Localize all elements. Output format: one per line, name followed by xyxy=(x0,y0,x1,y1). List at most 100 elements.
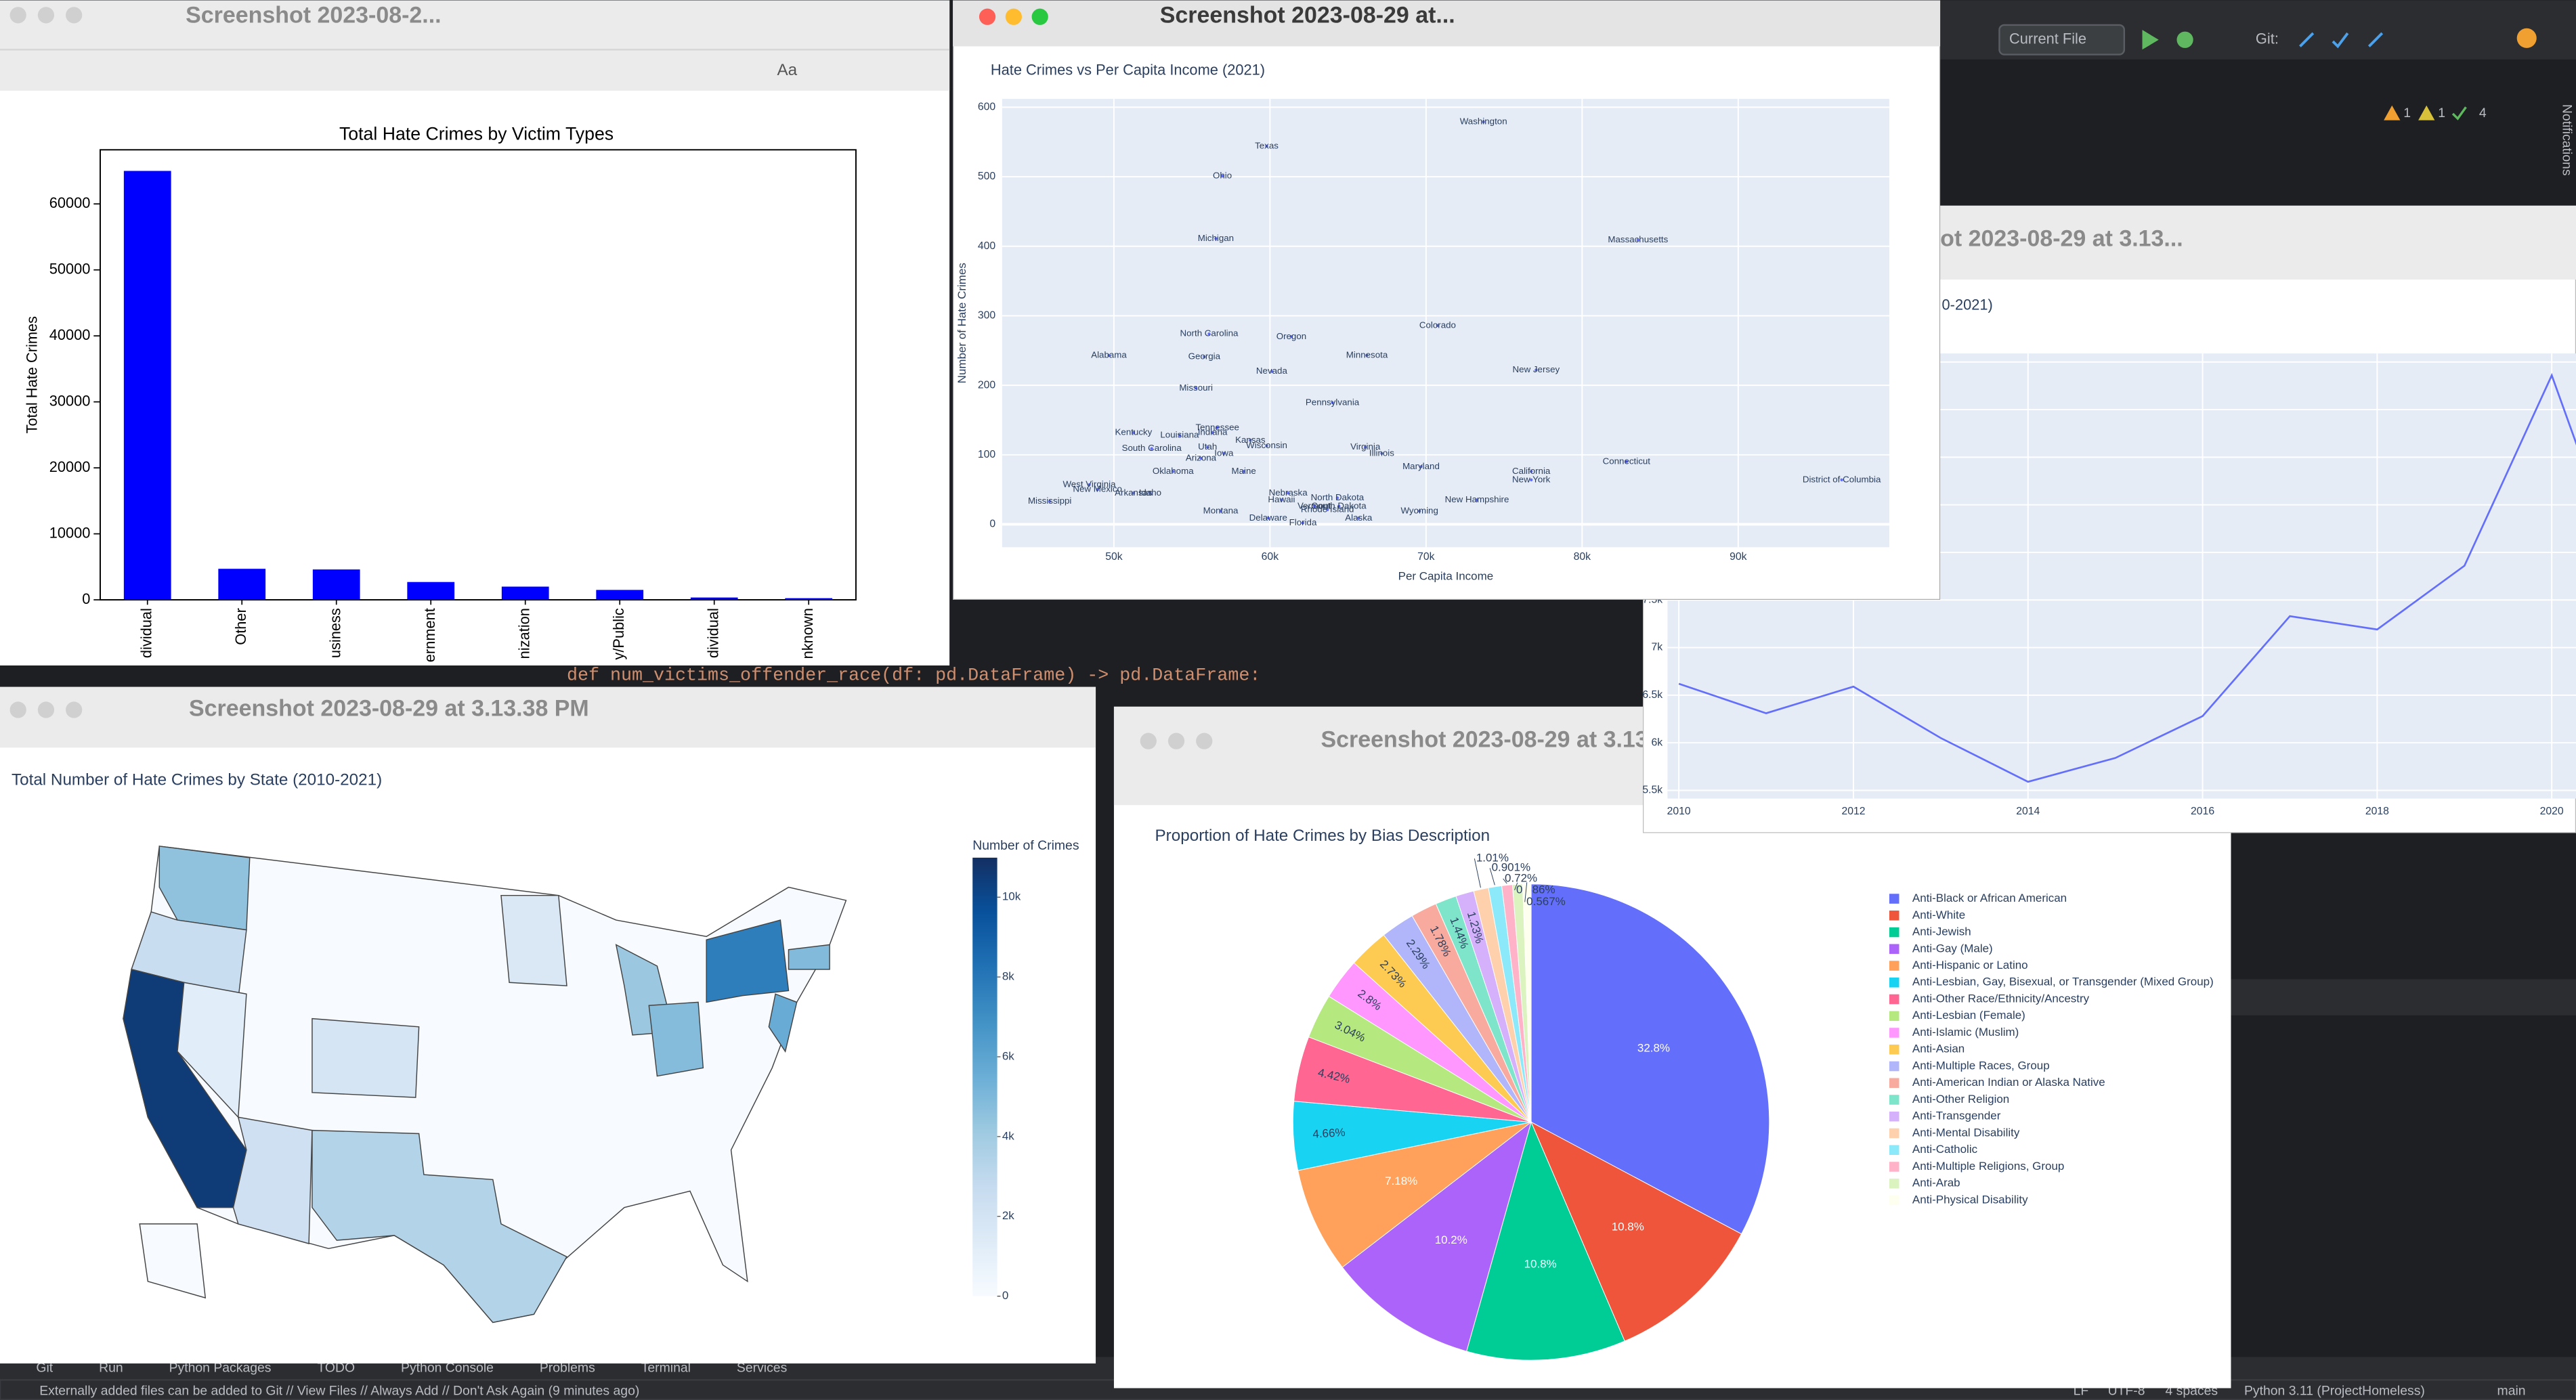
tool-tab[interactable]: Run xyxy=(99,1361,123,1376)
legend-label[interactable]: Anti-Islamic (Muslim) xyxy=(1912,1026,2019,1038)
x-tick-label: 90k xyxy=(1730,551,1747,563)
legend-label[interactable]: Anti-Lesbian (Female) xyxy=(1912,1009,2025,1022)
legend-label[interactable]: Anti-Mental Disability xyxy=(1912,1126,2020,1139)
zoom-button[interactable] xyxy=(1196,732,1213,749)
update-icon[interactable] xyxy=(2516,28,2537,48)
y-tick-label: 10000 xyxy=(49,524,91,541)
legend-label[interactable]: Anti-Catholic xyxy=(1912,1143,1978,1156)
close-button[interactable] xyxy=(979,8,996,25)
pie-leader xyxy=(1524,882,1528,902)
legend-label[interactable]: Anti-Gay (Male) xyxy=(1912,942,1993,955)
toolbar-text-button[interactable]: Aa xyxy=(777,61,798,79)
debug-button[interactable] xyxy=(2176,31,2193,48)
point xyxy=(1265,444,1268,447)
x-tick-label: dividual xyxy=(138,608,155,658)
plot-frame xyxy=(100,149,857,600)
point-label: Kansas xyxy=(1235,435,1266,445)
x-tick-label: 2014 xyxy=(2016,806,2040,817)
legend-label[interactable]: Anti-Other Race/Ethnicity/Ancestry xyxy=(1912,992,2090,1005)
point-label: South Carolina xyxy=(1122,443,1182,453)
point xyxy=(1530,478,1533,481)
point xyxy=(1419,465,1423,468)
pie-slice xyxy=(1530,883,1770,1235)
point xyxy=(1048,500,1052,503)
legend-label[interactable]: Anti-Jewish xyxy=(1912,925,1971,938)
y-tick-label: 0 xyxy=(989,519,995,530)
minimize-button[interactable] xyxy=(37,701,55,718)
window: Screenshot 2023-08-29 at 3.13.38 PM Tota… xyxy=(0,686,1096,1364)
point xyxy=(1199,456,1203,460)
pie-label: 0.72% xyxy=(1505,871,1537,884)
tool-tab[interactable]: Python Console xyxy=(401,1361,494,1376)
close-button[interactable] xyxy=(9,701,26,718)
run-config[interactable]: Current File xyxy=(2009,30,2086,47)
legend-label[interactable]: Anti-Other Religion xyxy=(1912,1093,2009,1106)
point xyxy=(1289,335,1293,338)
point xyxy=(1380,452,1383,455)
run-config-box[interactable] xyxy=(1998,24,2126,56)
legend-swatch xyxy=(1889,1145,1899,1156)
point-label: Minnesota xyxy=(1346,350,1388,360)
tool-tab[interactable]: Python Packages xyxy=(169,1361,272,1376)
point-label: Texas xyxy=(1255,140,1279,150)
point-label: Iowa xyxy=(1214,447,1234,458)
point xyxy=(1301,521,1305,525)
zoom-button[interactable] xyxy=(66,7,83,24)
bar xyxy=(596,590,644,600)
point xyxy=(1149,491,1152,495)
point xyxy=(1357,517,1360,520)
point xyxy=(1365,353,1369,357)
legend-swatch xyxy=(1889,994,1899,1005)
minimize-button[interactable] xyxy=(37,7,55,24)
legend-label[interactable]: Anti-Hispanic or Latino xyxy=(1912,959,2028,971)
status-message: Externally added files can be added to G… xyxy=(39,1383,639,1398)
zoom-button[interactable] xyxy=(66,701,83,718)
run-button[interactable] xyxy=(2142,30,2159,50)
legend-label[interactable]: Anti-American Indian or Alaska Native xyxy=(1912,1076,2105,1089)
x-tick-label: 50k xyxy=(1105,551,1123,563)
point xyxy=(1636,238,1640,242)
minimize-button[interactable] xyxy=(1167,732,1185,749)
tool-tab[interactable]: Problems xyxy=(540,1361,595,1376)
point-label: Montana xyxy=(1203,506,1239,516)
point-label: Pennsylvania xyxy=(1306,397,1360,407)
legend-label[interactable]: Anti-Transgender xyxy=(1912,1110,2001,1122)
point-label: District of Columbia xyxy=(1803,474,1881,484)
status-item: main xyxy=(2497,1383,2526,1398)
point xyxy=(1249,439,1252,442)
close-button[interactable] xyxy=(1140,732,1157,749)
warning-count: 4 xyxy=(2479,106,2487,121)
git-actions[interactable] xyxy=(2299,32,2384,49)
point xyxy=(1132,431,1136,435)
legend-label[interactable]: Anti-Physical Disability xyxy=(1912,1193,2028,1206)
zoom-button[interactable] xyxy=(1031,8,1048,25)
close-button[interactable] xyxy=(9,7,26,24)
legend-label[interactable]: Anti-Multiple Religions, Group xyxy=(1912,1160,2064,1173)
point-label: Georgia xyxy=(1188,351,1221,362)
minimize-button[interactable] xyxy=(1005,8,1022,25)
legend-swatch xyxy=(1889,927,1899,938)
legend-label[interactable]: Anti-Arab xyxy=(1912,1177,1960,1189)
window: Screenshot 2023-08-29 at... Hate Crimes … xyxy=(953,0,1941,600)
legend-label[interactable]: Anti-Black or African American xyxy=(1912,892,2067,904)
tool-tab[interactable]: TODO xyxy=(317,1361,355,1376)
legend-label[interactable]: Anti-Asian xyxy=(1912,1043,1965,1055)
state xyxy=(232,1116,313,1244)
point-label: Colorado xyxy=(1419,320,1456,330)
tool-tab[interactable]: Git xyxy=(36,1361,53,1376)
notifications-tab[interactable]: Notifications xyxy=(2559,104,2574,176)
legend-label[interactable]: Anti-Lesbian, Gay, Bisexual, or Transgen… xyxy=(1912,976,2214,988)
point-label: New Mexico xyxy=(1073,484,1122,494)
pie-slice xyxy=(1530,1121,1742,1342)
tool-tab[interactable]: Terminal xyxy=(641,1361,691,1376)
title-bar xyxy=(0,686,1096,748)
legend-swatch xyxy=(1889,944,1899,955)
point-label: Florida xyxy=(1289,517,1317,527)
tool-tab[interactable]: Services xyxy=(737,1361,787,1376)
legend-label[interactable]: Anti-White xyxy=(1912,909,1965,921)
y-tick-label: 40000 xyxy=(49,326,91,343)
legend-swatch xyxy=(1889,1028,1899,1038)
legend-swatch xyxy=(1889,911,1899,921)
legend-label[interactable]: Anti-Multiple Races, Group xyxy=(1912,1059,2050,1072)
point xyxy=(1335,496,1339,500)
